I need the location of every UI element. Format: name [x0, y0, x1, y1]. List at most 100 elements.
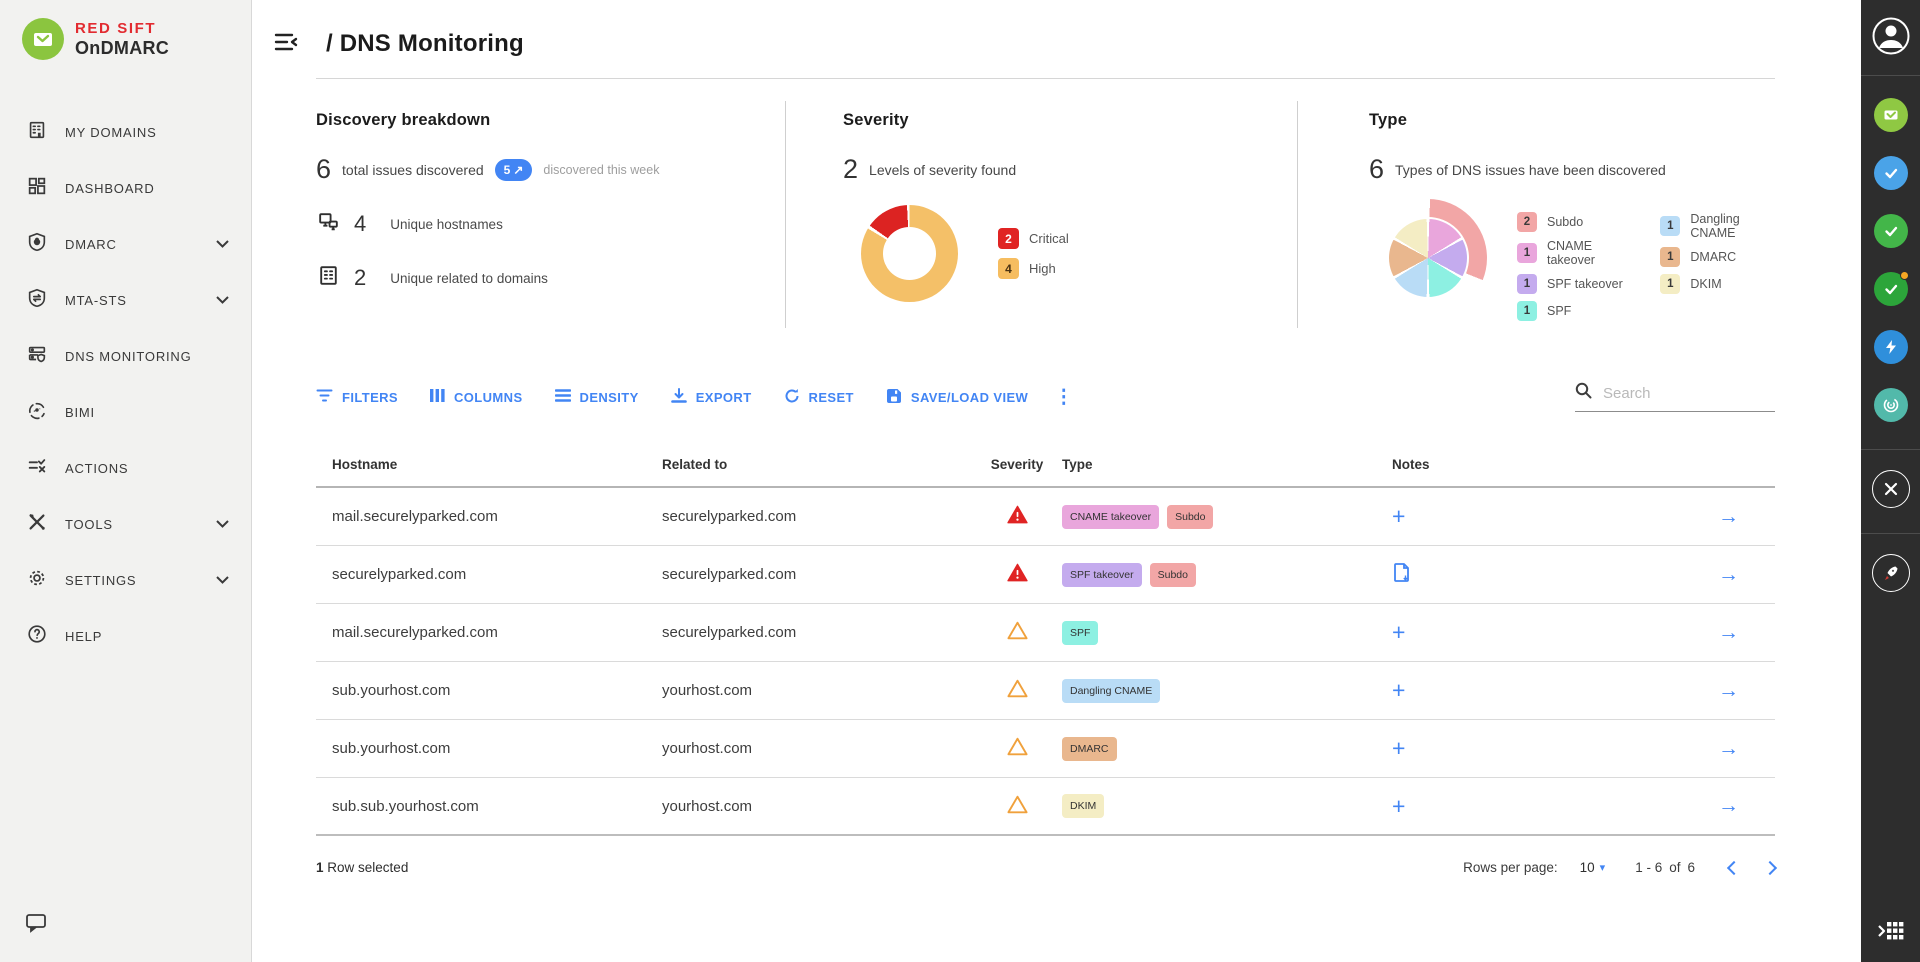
ondmarc-app-icon[interactable]: [1874, 98, 1908, 132]
open-row-arrow[interactable]: →: [1718, 621, 1739, 645]
chevron-down-icon: [216, 235, 229, 253]
col-notes[interactable]: Notes: [1392, 457, 1682, 472]
related-to-cell: yourhost.com: [662, 740, 972, 757]
type-chip: CNAME takeover: [1062, 505, 1159, 529]
app-icon-radar[interactable]: [1874, 388, 1908, 422]
export-button[interactable]: EXPORT: [671, 388, 752, 407]
notes-cell: +: [1392, 679, 1682, 702]
brand-line1: RED SIFT: [75, 20, 169, 37]
sidebar-item-my-domains[interactable]: MY DOMAINS: [0, 104, 251, 160]
divider: [1861, 75, 1920, 76]
sidebar-item-bimi[interactable]: BIMI: [0, 384, 251, 440]
columns-button[interactable]: COLUMNS: [430, 388, 523, 406]
previous-page-button[interactable]: [1727, 860, 1741, 874]
open-row-arrow[interactable]: →: [1718, 679, 1739, 703]
pie-inner-disc: [1387, 217, 1469, 299]
add-note-icon[interactable]: +: [1392, 737, 1405, 760]
severity-count-line: 2 Levels of severity found: [843, 154, 1297, 185]
col-related-to[interactable]: Related to: [662, 457, 972, 472]
chevron-down-icon: [216, 291, 229, 309]
notes-cell: +: [1392, 562, 1682, 587]
sidebar-item-dns-monitoring[interactable]: DNS MONITORING: [0, 328, 251, 384]
col-hostname[interactable]: Hostname: [332, 457, 662, 472]
sidebar-item-tools[interactable]: TOOLS: [0, 496, 251, 552]
add-note-icon[interactable]: +: [1392, 679, 1405, 702]
open-row-arrow[interactable]: →: [1718, 505, 1739, 529]
sidebar-item-label: DASHBOARD: [65, 181, 155, 196]
open-row-arrow[interactable]: →: [1718, 794, 1739, 818]
col-severity[interactable]: Severity: [991, 457, 1044, 472]
hostnames-icon: [316, 209, 341, 239]
add-note-icon[interactable]: +: [1392, 621, 1405, 644]
sidebar-item-settings[interactable]: SETTINGS: [0, 552, 251, 608]
notification-dot: [1900, 271, 1909, 280]
app-switcher-bar: [1861, 0, 1920, 962]
type-pie-chart: [1369, 199, 1487, 317]
unique-domains-value: 2: [354, 265, 366, 291]
dashboard-icon: [26, 175, 48, 202]
app-icon-green-check-notify[interactable]: [1874, 272, 1908, 306]
add-note-icon[interactable]: +: [1392, 795, 1405, 818]
add-note-icon[interactable]: +: [1392, 505, 1405, 528]
main-content: / DNS Monitoring Discovery breakdown 6 t…: [252, 0, 1861, 962]
view-note-icon[interactable]: [1392, 562, 1412, 587]
rows-per-page-select[interactable]: 10▾: [1580, 860, 1606, 875]
severity-cell: [1007, 795, 1028, 818]
unique-domains-label: Unique related to domains: [390, 271, 548, 286]
hostname-cell: sub.yourhost.com: [332, 740, 662, 757]
related-to-cell: securelyparked.com: [662, 566, 972, 583]
help-icon: [26, 623, 48, 650]
unique-hostnames-stat: 4 Unique hostnames: [316, 209, 785, 239]
search-box: [1575, 382, 1775, 412]
sidebar-item-mta-sts[interactable]: MTA-STS: [0, 272, 251, 328]
sidebar-item-dashboard[interactable]: DASHBOARD: [0, 160, 251, 216]
filters-button[interactable]: FILTERS: [316, 388, 398, 406]
table-row[interactable]: mail.securelyparked.com securelyparked.c…: [316, 488, 1775, 546]
critical-severity-icon: [1007, 563, 1028, 586]
save-load-view-button[interactable]: SAVE/LOAD VIEW: [886, 388, 1028, 407]
critical-severity-icon: [1007, 505, 1028, 528]
table-row[interactable]: sub.yourhost.com yourhost.com Dangling C…: [316, 662, 1775, 720]
app-icon-green-check[interactable]: [1874, 214, 1908, 248]
high-severity-icon: [1007, 679, 1028, 702]
apps-grid-icon[interactable]: [1878, 921, 1904, 946]
more-options-icon[interactable]: ⋮: [1054, 386, 1073, 409]
trend-up-icon: ↗: [513, 163, 523, 177]
account-avatar-icon[interactable]: [1872, 17, 1910, 60]
card-title: Discovery breakdown: [316, 111, 785, 130]
severity-count-label: Levels of severity found: [869, 162, 1016, 178]
severity-chart-area: 2 Critical 4 High: [861, 205, 1297, 302]
type-chips: Dangling CNAME: [1062, 679, 1392, 703]
rows-per-page-label: Rows per page:: [1463, 860, 1558, 875]
rocket-app-icon[interactable]: [1872, 554, 1910, 592]
app-icon-blue-check[interactable]: [1874, 156, 1908, 190]
tools-app-icon[interactable]: [1872, 470, 1910, 508]
sidebar-item-help[interactable]: HELP: [0, 608, 251, 664]
chat-bubble-icon[interactable]: [24, 911, 48, 938]
open-row-arrow[interactable]: →: [1718, 737, 1739, 761]
unique-hostnames-label: Unique hostnames: [390, 217, 503, 232]
save-icon: [886, 388, 902, 407]
table-row[interactable]: mail.securelyparked.com securelyparked.c…: [316, 604, 1775, 662]
divider: [1861, 449, 1920, 450]
dropdown-arrow-icon: ▾: [1600, 861, 1606, 874]
search-input[interactable]: [1603, 385, 1775, 402]
hostname-cell: mail.securelyparked.com: [332, 624, 662, 641]
issues-table: Hostname Related to Severity Type Notes …: [316, 442, 1775, 836]
next-page-button[interactable]: [1763, 860, 1777, 874]
brand-logo: RED SIFT OnDMARC: [0, 0, 251, 60]
collapse-menu-icon[interactable]: [274, 31, 300, 58]
col-type[interactable]: Type: [1062, 457, 1392, 472]
sidebar-item-label: BIMI: [65, 405, 95, 420]
table-row[interactable]: sub.yourhost.com yourhost.com DMARC + →: [316, 720, 1775, 778]
table-row[interactable]: securelyparked.com securelyparked.com SP…: [316, 546, 1775, 604]
type-legend-left: 2Subdo 1CNAME takeover 1SPF takeover 1SP…: [1517, 205, 1630, 328]
open-row-arrow[interactable]: →: [1718, 563, 1739, 587]
sidebar-item-dmarc[interactable]: DMARC: [0, 216, 251, 272]
table-row[interactable]: sub.sub.yourhost.com yourhost.com DKIM +…: [316, 778, 1775, 836]
sidebar-item-actions[interactable]: ACTIONS: [0, 440, 251, 496]
app-icon-lightning[interactable]: [1874, 330, 1908, 364]
reset-button[interactable]: RESET: [784, 388, 854, 407]
total-issues-count: 6: [316, 154, 331, 185]
density-button[interactable]: DENSITY: [555, 389, 639, 405]
